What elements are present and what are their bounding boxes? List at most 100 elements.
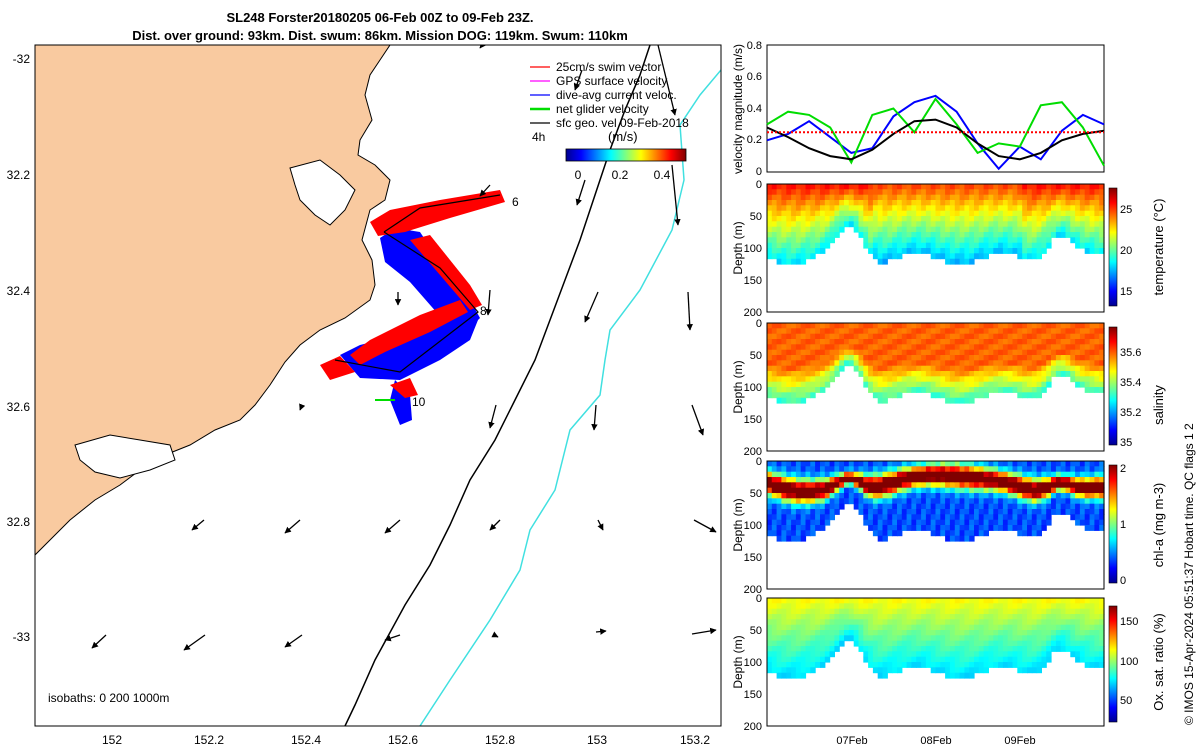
heatmap-cell: [916, 328, 922, 335]
heatmap-cell: [901, 651, 908, 658]
heatmap-cell: [1041, 598, 1047, 604]
heatmap-cell: [945, 226, 951, 233]
heatmap-cell: [921, 603, 927, 610]
heatmap-cell: [925, 344, 932, 351]
heatmap-cell: [901, 619, 908, 626]
heatmap-cell: [824, 487, 831, 494]
heatmap-cell: [829, 614, 835, 620]
heatmap-cell: [1094, 630, 1100, 636]
heatmap-cell: [1027, 630, 1033, 636]
heatmap-cell: [945, 253, 951, 260]
heatmap-cell: [1079, 624, 1086, 631]
heatmap-cell: [1012, 624, 1018, 631]
heatmap-cell: [1094, 624, 1100, 631]
heatmap-cell: [767, 328, 773, 335]
heatmap-cell: [1002, 328, 1009, 335]
heatmap-cell: [882, 530, 888, 537]
heatmap-cell: [1031, 200, 1038, 206]
heatmap-cell: [1017, 662, 1023, 668]
heatmap-cell: [1027, 344, 1033, 351]
heatmap-cell: [815, 184, 821, 190]
heatmap-cell: [959, 397, 965, 404]
heatmap-cell: [974, 333, 980, 340]
heatmap-cell: [844, 477, 850, 483]
heatmap-cell: [949, 619, 956, 626]
heatmap-cell: [824, 482, 831, 489]
heatmap-cell: [925, 466, 932, 473]
geo-velocity-arrow: [299, 403, 306, 411]
heatmap-cell: [978, 461, 985, 467]
heatmap-cell: [1051, 646, 1057, 652]
heatmap-cell: [1079, 189, 1086, 196]
heatmap-cell: [892, 253, 898, 260]
heatmap-cell: [1002, 498, 1009, 505]
heatmap-cell: [1084, 598, 1091, 604]
heatmap-cell: [824, 519, 831, 526]
heatmap-cell: [863, 624, 869, 631]
heatmap-cell: [916, 630, 922, 636]
heatmap-cell: [882, 598, 888, 604]
heatmap-cell: [959, 221, 965, 228]
heatmap-cell: [906, 376, 912, 383]
heatmap-cell: [911, 608, 917, 615]
heatmap-cell: [771, 635, 778, 642]
heatmap-cell: [1007, 344, 1014, 351]
heatmap-cell: [1065, 493, 1071, 499]
heatmap-cell: [781, 503, 787, 510]
heatmap-cell: [940, 624, 946, 631]
heatmap-cell: [858, 210, 864, 217]
heatmap-cell: [901, 493, 908, 499]
heatmap-cell: [969, 598, 975, 604]
heatmap-cell: [964, 493, 970, 499]
heatmap-cell: [887, 200, 893, 206]
heatmap-cell: [1041, 248, 1047, 254]
heatmap-cell: [863, 349, 869, 356]
heatmap-cell: [969, 349, 975, 356]
heatmap-cell: [868, 371, 874, 377]
heatmap-cell: [771, 530, 778, 537]
heatmap-cell: [998, 598, 1004, 604]
heatmap-cell: [1036, 216, 1042, 222]
heatmap-cell: [969, 365, 975, 372]
heatmap-cell: [1017, 333, 1023, 340]
heatmap-cell: [1017, 242, 1023, 249]
heatmap-cell: [988, 344, 994, 351]
heatmap-cell: [858, 635, 864, 642]
heatmap-cell: [906, 184, 912, 190]
heatmap-cell: [810, 194, 816, 201]
heatmap-cell: [998, 614, 1004, 620]
heatmap-cell: [1012, 630, 1018, 636]
heatmap-cell: [1055, 630, 1062, 636]
heatmap-cell: [815, 519, 821, 526]
heatmap-cell: [791, 477, 797, 483]
heatmap-cell: [940, 603, 946, 610]
heatmap-cell: [945, 344, 951, 351]
heatmap-cell: [1075, 503, 1081, 510]
heatmap-cell: [930, 226, 937, 233]
heatmap-cell: [844, 624, 850, 631]
heatmap-cell: [940, 493, 946, 499]
heatmap-cell: [925, 461, 932, 467]
heatmap-cell: [800, 328, 807, 335]
heatmap-cell: [887, 248, 893, 254]
heatmap-cell: [882, 503, 888, 510]
heatmap-cell: [1055, 216, 1062, 222]
heatmap-cell: [767, 630, 773, 636]
heatmap-cell: [1075, 656, 1081, 663]
heatmap-cell: [1051, 509, 1057, 515]
heatmap-cell: [820, 493, 826, 499]
heatmap-cell: [925, 194, 932, 201]
heatmap-cell: [949, 471, 956, 478]
heatmap-cell: [810, 387, 816, 393]
heatmap-cell: [1075, 509, 1081, 515]
heatmap-cell: [795, 237, 802, 244]
heatmap-cell: [954, 519, 961, 526]
heatmap-cell: [921, 200, 927, 206]
heatmap-cell: [949, 525, 956, 531]
heatmap-cell: [1099, 630, 1105, 636]
heatmap-cell: [844, 221, 850, 228]
heatmap-cell: [906, 387, 912, 393]
heatmap-cell: [954, 328, 961, 335]
heatmap-cell: [805, 493, 811, 499]
heatmap-cell: [949, 194, 956, 201]
